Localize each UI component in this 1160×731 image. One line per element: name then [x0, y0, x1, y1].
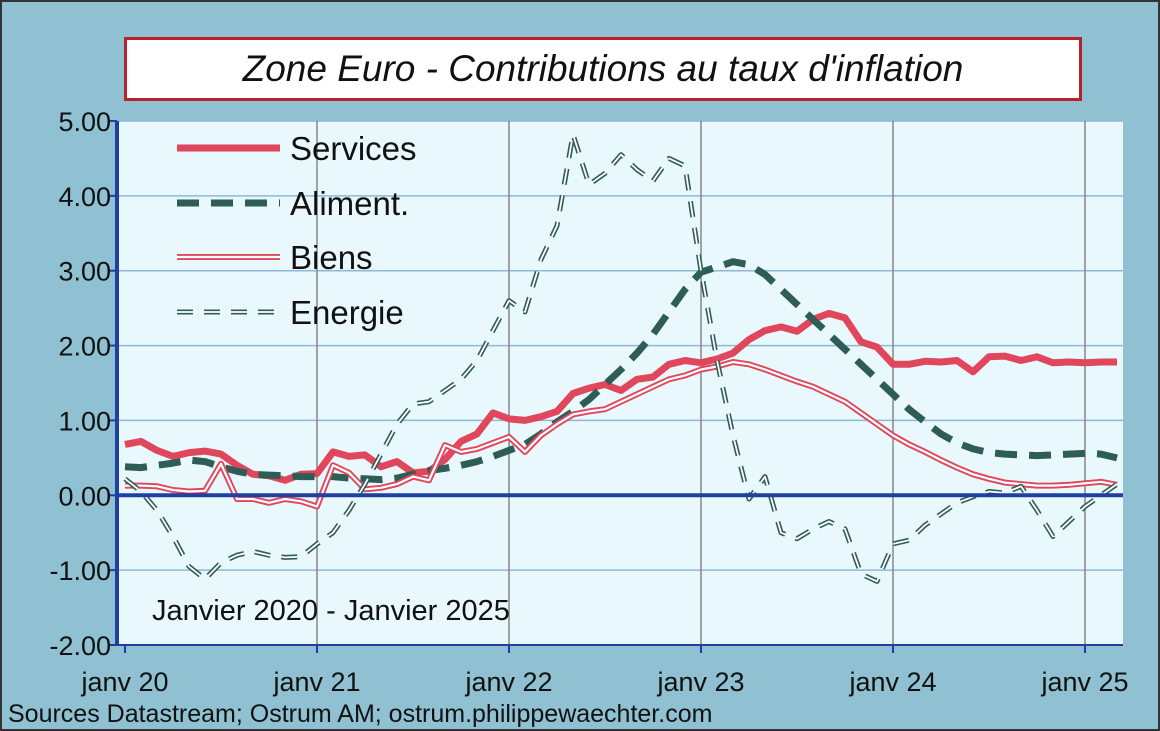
y-tick-label: -2.00: [49, 631, 111, 661]
series-services-legend-label: Services: [290, 130, 417, 167]
y-tick-label: 4.00: [58, 182, 111, 212]
x-axis-ticks: janv 20 janv 21 janv 22 janv 23 janv 24 janv …: [80, 667, 1128, 697]
legend: Services Aliment. Biens Energie: [177, 130, 417, 331]
series-aliment-legend-label: Aliment.: [290, 185, 409, 222]
chart-title: Zone Euro - Contributions au taux d'infl…: [242, 48, 964, 89]
x-tick-label: janv 23: [656, 667, 744, 697]
chart-title-box: Zone Euro - Contributions au taux d'infl…: [124, 37, 1082, 101]
y-tick-label: 3.00: [58, 257, 111, 287]
series-biens-line: [125, 360, 1118, 508]
grid-lines: [109, 120, 1123, 653]
y-tick-label: 2.00: [58, 332, 111, 362]
series-biens-legend-label: Biens: [290, 239, 373, 276]
plot-area: [117, 121, 1123, 645]
y-tick-label: 1.00: [58, 406, 111, 436]
y-axis-ticks: 5.00 4.00 3.00 2.00 1.00 0.00 -1.00 -2.00: [49, 107, 111, 661]
series-energie-legend-label: Energie: [290, 294, 404, 331]
series-aliment-line: [124, 258, 1118, 484]
axes: [115, 121, 1123, 646]
series-lines: [123, 132, 1119, 584]
y-tick-label: 0.00: [58, 481, 111, 511]
period-note: Janvier 2020 - Janvier 2025: [152, 595, 510, 627]
series-services-line: [124, 309, 1117, 484]
x-tick-label: janv 25: [1040, 667, 1128, 697]
source-note: Sources Datastream; Ostrum AM; ostrum.ph…: [8, 700, 712, 728]
y-tick-label: -1.00: [49, 556, 111, 586]
y-tick-label: 5.00: [58, 107, 111, 137]
x-tick-label: janv 24: [848, 667, 936, 697]
x-tick-label: janv 22: [464, 667, 552, 697]
x-tick-label: janv 21: [272, 667, 360, 697]
x-tick-label: janv 20: [80, 667, 168, 697]
series-energie-line: [124, 133, 1118, 583]
